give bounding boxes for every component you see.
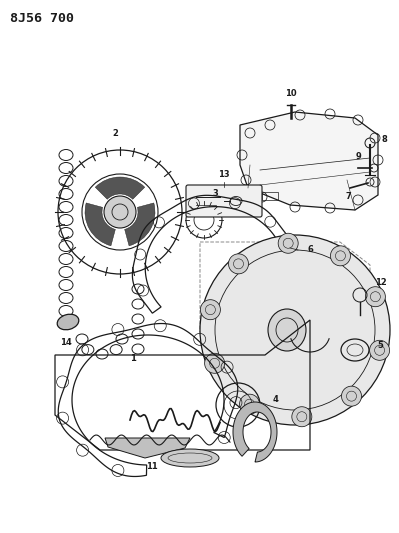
Circle shape [292,407,312,427]
Text: 7: 7 [345,192,351,201]
Text: 13: 13 [218,170,230,179]
Ellipse shape [57,314,79,330]
Circle shape [342,386,361,406]
Text: 4: 4 [273,395,279,405]
Circle shape [369,340,389,360]
Wedge shape [95,177,145,199]
Text: 9: 9 [355,152,361,161]
Polygon shape [240,112,378,210]
Text: 3: 3 [212,189,218,198]
Text: 8: 8 [382,135,388,144]
Text: 1: 1 [130,354,136,363]
Circle shape [200,235,390,425]
Text: 8J56 700: 8J56 700 [10,12,74,25]
Wedge shape [85,203,115,246]
Polygon shape [105,438,190,458]
Text: 5: 5 [377,341,383,350]
Circle shape [229,254,249,274]
Circle shape [330,246,350,266]
Text: 11: 11 [146,462,158,471]
Polygon shape [233,402,277,462]
Text: 14: 14 [60,338,72,347]
Text: 12: 12 [375,278,387,287]
Ellipse shape [161,449,219,467]
Text: 2: 2 [112,129,118,138]
FancyBboxPatch shape [186,185,262,217]
Circle shape [278,233,298,253]
Circle shape [205,353,225,373]
Circle shape [104,196,136,228]
Circle shape [365,287,385,306]
Ellipse shape [268,309,306,351]
Circle shape [200,300,220,320]
Text: 10: 10 [285,89,297,98]
Text: 6: 6 [307,246,313,254]
Wedge shape [124,203,155,246]
Circle shape [239,394,259,414]
